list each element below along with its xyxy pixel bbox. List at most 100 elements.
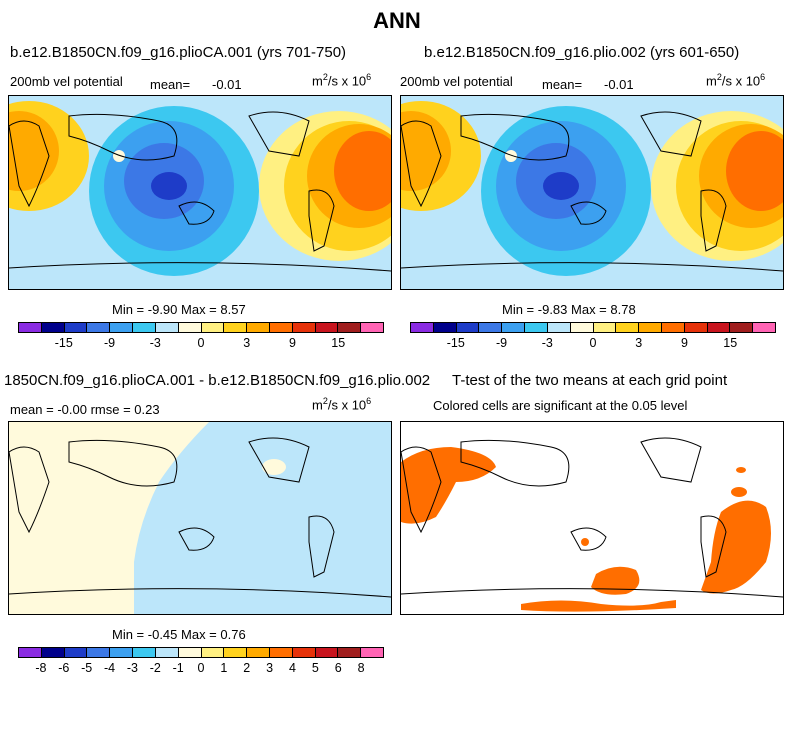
colorbar-swatch xyxy=(525,323,548,332)
colorbar-swatch xyxy=(133,323,156,332)
colorbar-swatch xyxy=(41,648,65,657)
colorbar-swatch xyxy=(684,323,708,332)
colorbar-tick-label: 9 xyxy=(289,336,296,350)
colorbar-swatch xyxy=(433,323,457,332)
velocity-potential-map-1 xyxy=(9,96,391,289)
colorbar-3 xyxy=(18,647,384,658)
colorbar-swatch xyxy=(247,323,270,332)
panel2-field-label: 200mb vel potential xyxy=(400,74,513,89)
panel1-mean-label: mean= xyxy=(150,77,191,92)
colorbar-swatch xyxy=(730,323,754,332)
colorbar-swatch xyxy=(247,648,270,657)
colorbar-swatch xyxy=(19,648,42,657)
colorbar-swatch xyxy=(64,648,88,657)
colorbar-swatch xyxy=(224,323,248,332)
colorbar-swatch xyxy=(110,323,134,332)
panel2-mean-label: mean= xyxy=(542,77,583,92)
page-title: ANN xyxy=(373,8,421,33)
colorbar-swatch xyxy=(753,323,775,332)
colorbar-swatch xyxy=(224,648,248,657)
colorbar-1-ticks: -15 -9 -3 0 3 9 15 xyxy=(18,336,384,352)
colorbar-tick-label: -2 xyxy=(149,661,161,675)
colorbar-tick-label: 5 xyxy=(311,661,319,675)
panel2-case-title: b.e12.B1850CN.f09_g16.plio.002 (yrs 601-… xyxy=(424,44,740,61)
panel3-units: m2/s x 106 xyxy=(312,396,372,413)
colorbar-swatch xyxy=(64,323,88,332)
colorbar-swatch xyxy=(292,323,316,332)
colorbar-swatch xyxy=(639,323,662,332)
colorbar-swatch xyxy=(547,323,571,332)
panel1-mean-value: -0.01 xyxy=(212,77,242,92)
colorbar-tick-label: 0 xyxy=(197,336,205,350)
colorbar-tick-label: 15 xyxy=(331,336,346,350)
colorbar-swatch xyxy=(155,323,179,332)
colorbar-swatch xyxy=(338,323,362,332)
colorbar-swatch xyxy=(593,323,617,332)
colorbar-tick-label: 2 xyxy=(243,661,251,675)
colorbar-swatch xyxy=(361,648,383,657)
colorbar-swatch xyxy=(133,648,156,657)
colorbar-swatch xyxy=(456,323,480,332)
colorbar-swatch xyxy=(361,323,383,332)
colorbar-swatch xyxy=(87,648,111,657)
colorbar-swatch xyxy=(661,323,685,332)
colorbar-tick-label: 1 xyxy=(220,661,228,675)
colorbar-swatch xyxy=(411,323,434,332)
panel1-case-title: b.e12.B1850CN.f09_g16.plioCA.001 (yrs 70… xyxy=(10,44,347,61)
colorbar-swatch xyxy=(41,323,65,332)
panel1-field-label: 200mb vel potential xyxy=(10,74,123,89)
colorbar-tick-label: -3 xyxy=(541,336,553,350)
colorbar-tick-label: 9 xyxy=(681,336,688,350)
colorbar-tick-label: -3 xyxy=(126,661,138,675)
velocity-potential-map-2 xyxy=(401,96,783,289)
colorbar-tick-label: 3 xyxy=(635,336,643,350)
colorbar-swatch xyxy=(338,648,362,657)
panel3-stats: mean = -0.00 rmse = 0.23 xyxy=(10,402,160,417)
colorbar-tick-label: 8 xyxy=(357,661,365,675)
colorbar-swatch xyxy=(570,323,594,332)
panel4-map xyxy=(400,421,784,615)
colorbar-tick-label: 0 xyxy=(197,661,205,675)
colorbar-swatch xyxy=(201,648,225,657)
panel4-title: T-test of the two means at each grid poi… xyxy=(452,372,728,389)
colorbar-swatch xyxy=(707,323,731,332)
colorbar-tick-label: 3 xyxy=(266,661,274,675)
colorbar-tick-label: 3 xyxy=(243,336,251,350)
colorbar-swatch xyxy=(616,323,640,332)
colorbar-tick-label: -9 xyxy=(103,336,116,350)
colorbar-tick-label: -8 xyxy=(35,661,47,675)
colorbar-swatch xyxy=(315,323,339,332)
panel2-mean-value: -0.01 xyxy=(604,77,634,92)
colorbar-tick-label: 15 xyxy=(723,336,738,350)
colorbar-tick-label: -6 xyxy=(58,661,70,675)
panel3-map xyxy=(8,421,392,615)
colorbar-tick-label: -15 xyxy=(54,336,73,350)
colorbar-swatch xyxy=(315,648,339,657)
colorbar-swatch xyxy=(269,648,293,657)
colorbar-swatch xyxy=(87,323,111,332)
panel2-units: m2/s x 106 xyxy=(706,72,766,89)
colorbar-swatch xyxy=(479,323,503,332)
colorbar-2 xyxy=(410,322,776,333)
panel1-units: m2/s x 106 xyxy=(312,72,372,89)
colorbar-swatch xyxy=(178,323,202,332)
difference-map xyxy=(9,422,391,614)
colorbar-3-ticks: -8 -6 -5 -4 -3 -2 -1 0 1 2 3 4 5 6 8 xyxy=(18,661,384,677)
colorbar-tick-label: 0 xyxy=(589,336,597,350)
colorbar-tick-label: -1 xyxy=(172,661,184,675)
colorbar-swatch xyxy=(110,648,134,657)
colorbar-swatch xyxy=(502,323,526,332)
panel2-map xyxy=(400,95,784,290)
significance-map xyxy=(401,437,783,612)
colorbar-tick-label: -5 xyxy=(81,661,93,675)
panel1-minmax: Min = -9.90 Max = 8.57 xyxy=(112,302,246,317)
significant-cells xyxy=(401,447,771,612)
panel3-case-title: 1850CN.f09_g16.plioCA.001 - b.e12.B1850C… xyxy=(4,372,431,389)
panel4-note: Colored cells are significant at the 0.0… xyxy=(433,398,688,413)
colorbar-tick-label: 4 xyxy=(289,661,296,675)
colorbar-tick-label: -15 xyxy=(446,336,465,350)
panel1-map xyxy=(8,95,392,290)
colorbar-swatch xyxy=(292,648,316,657)
colorbar-tick-label: -9 xyxy=(495,336,508,350)
colorbar-1 xyxy=(18,322,384,333)
